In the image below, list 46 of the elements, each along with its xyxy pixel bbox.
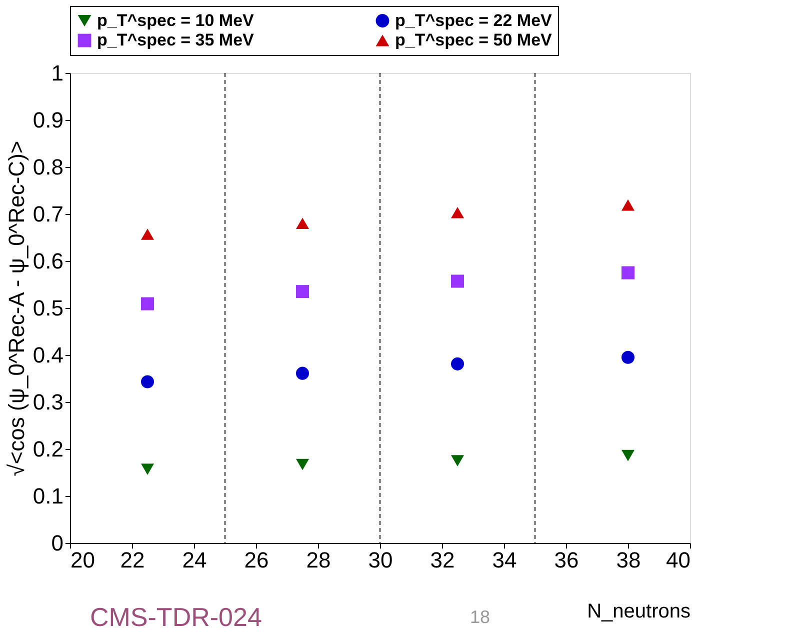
- y-tick-label: 0.8: [32, 154, 64, 180]
- point: [621, 350, 635, 364]
- y-tick-label: 0.9: [32, 108, 64, 132]
- point: [450, 357, 464, 370]
- y-tick-label: 0.5: [32, 296, 64, 320]
- point: [621, 266, 635, 280]
- legend-label: p_T^spec = 35 MeV: [97, 30, 255, 50]
- x-tick-label: 38: [616, 548, 641, 572]
- legend-label: p_T^spec = 10 MeV: [97, 10, 255, 30]
- x-tick-label: 30: [368, 548, 393, 572]
- y-tick-label: 0.7: [32, 202, 64, 226]
- point: [296, 366, 310, 380]
- x-tick-label: 34: [492, 548, 517, 572]
- x-tick-label: 36: [554, 548, 579, 572]
- point: [296, 218, 310, 230]
- point: [450, 455, 464, 466]
- x-tick-label: 40: [666, 548, 690, 572]
- y-tick-label: 0.1: [32, 484, 64, 508]
- legend-label: p_T^spec = 22 MeV: [395, 10, 553, 30]
- x-tick-label: 20: [70, 548, 95, 572]
- text: CMS-TDR-024: [90, 602, 262, 632]
- y-tick-label: 0: [51, 530, 64, 556]
- point: [296, 285, 310, 298]
- y-tick-label: 0.2: [32, 436, 64, 462]
- y-axis-title: √<cos (ψ_0^Rec-A - ψ_0^Rec-C)>: [4, 140, 29, 476]
- x-tick-label: 32: [430, 548, 455, 572]
- point: [140, 297, 154, 310]
- y-tick-label: 0.3: [32, 390, 64, 414]
- point: [140, 375, 154, 388]
- y-tick-label: 0.4: [32, 342, 64, 368]
- x-tick-label: 24: [182, 548, 207, 572]
- point: [140, 464, 154, 475]
- point: [450, 206, 464, 218]
- y-tick-label: 0.6: [32, 248, 64, 274]
- x-tick-label: 28: [306, 548, 331, 572]
- legend-label: p_T^spec = 50 MeV: [395, 30, 553, 50]
- point: [621, 450, 635, 462]
- text: 18: [470, 607, 490, 627]
- y-tick-label: 1: [51, 60, 64, 86]
- x-tick-label: 22: [120, 548, 145, 572]
- point: [450, 274, 464, 288]
- point: [140, 228, 154, 240]
- point: [621, 199, 635, 211]
- point: [296, 458, 310, 470]
- x-axis-title: N_neutrons: [587, 600, 690, 622]
- x-tick-label: 26: [244, 548, 269, 572]
